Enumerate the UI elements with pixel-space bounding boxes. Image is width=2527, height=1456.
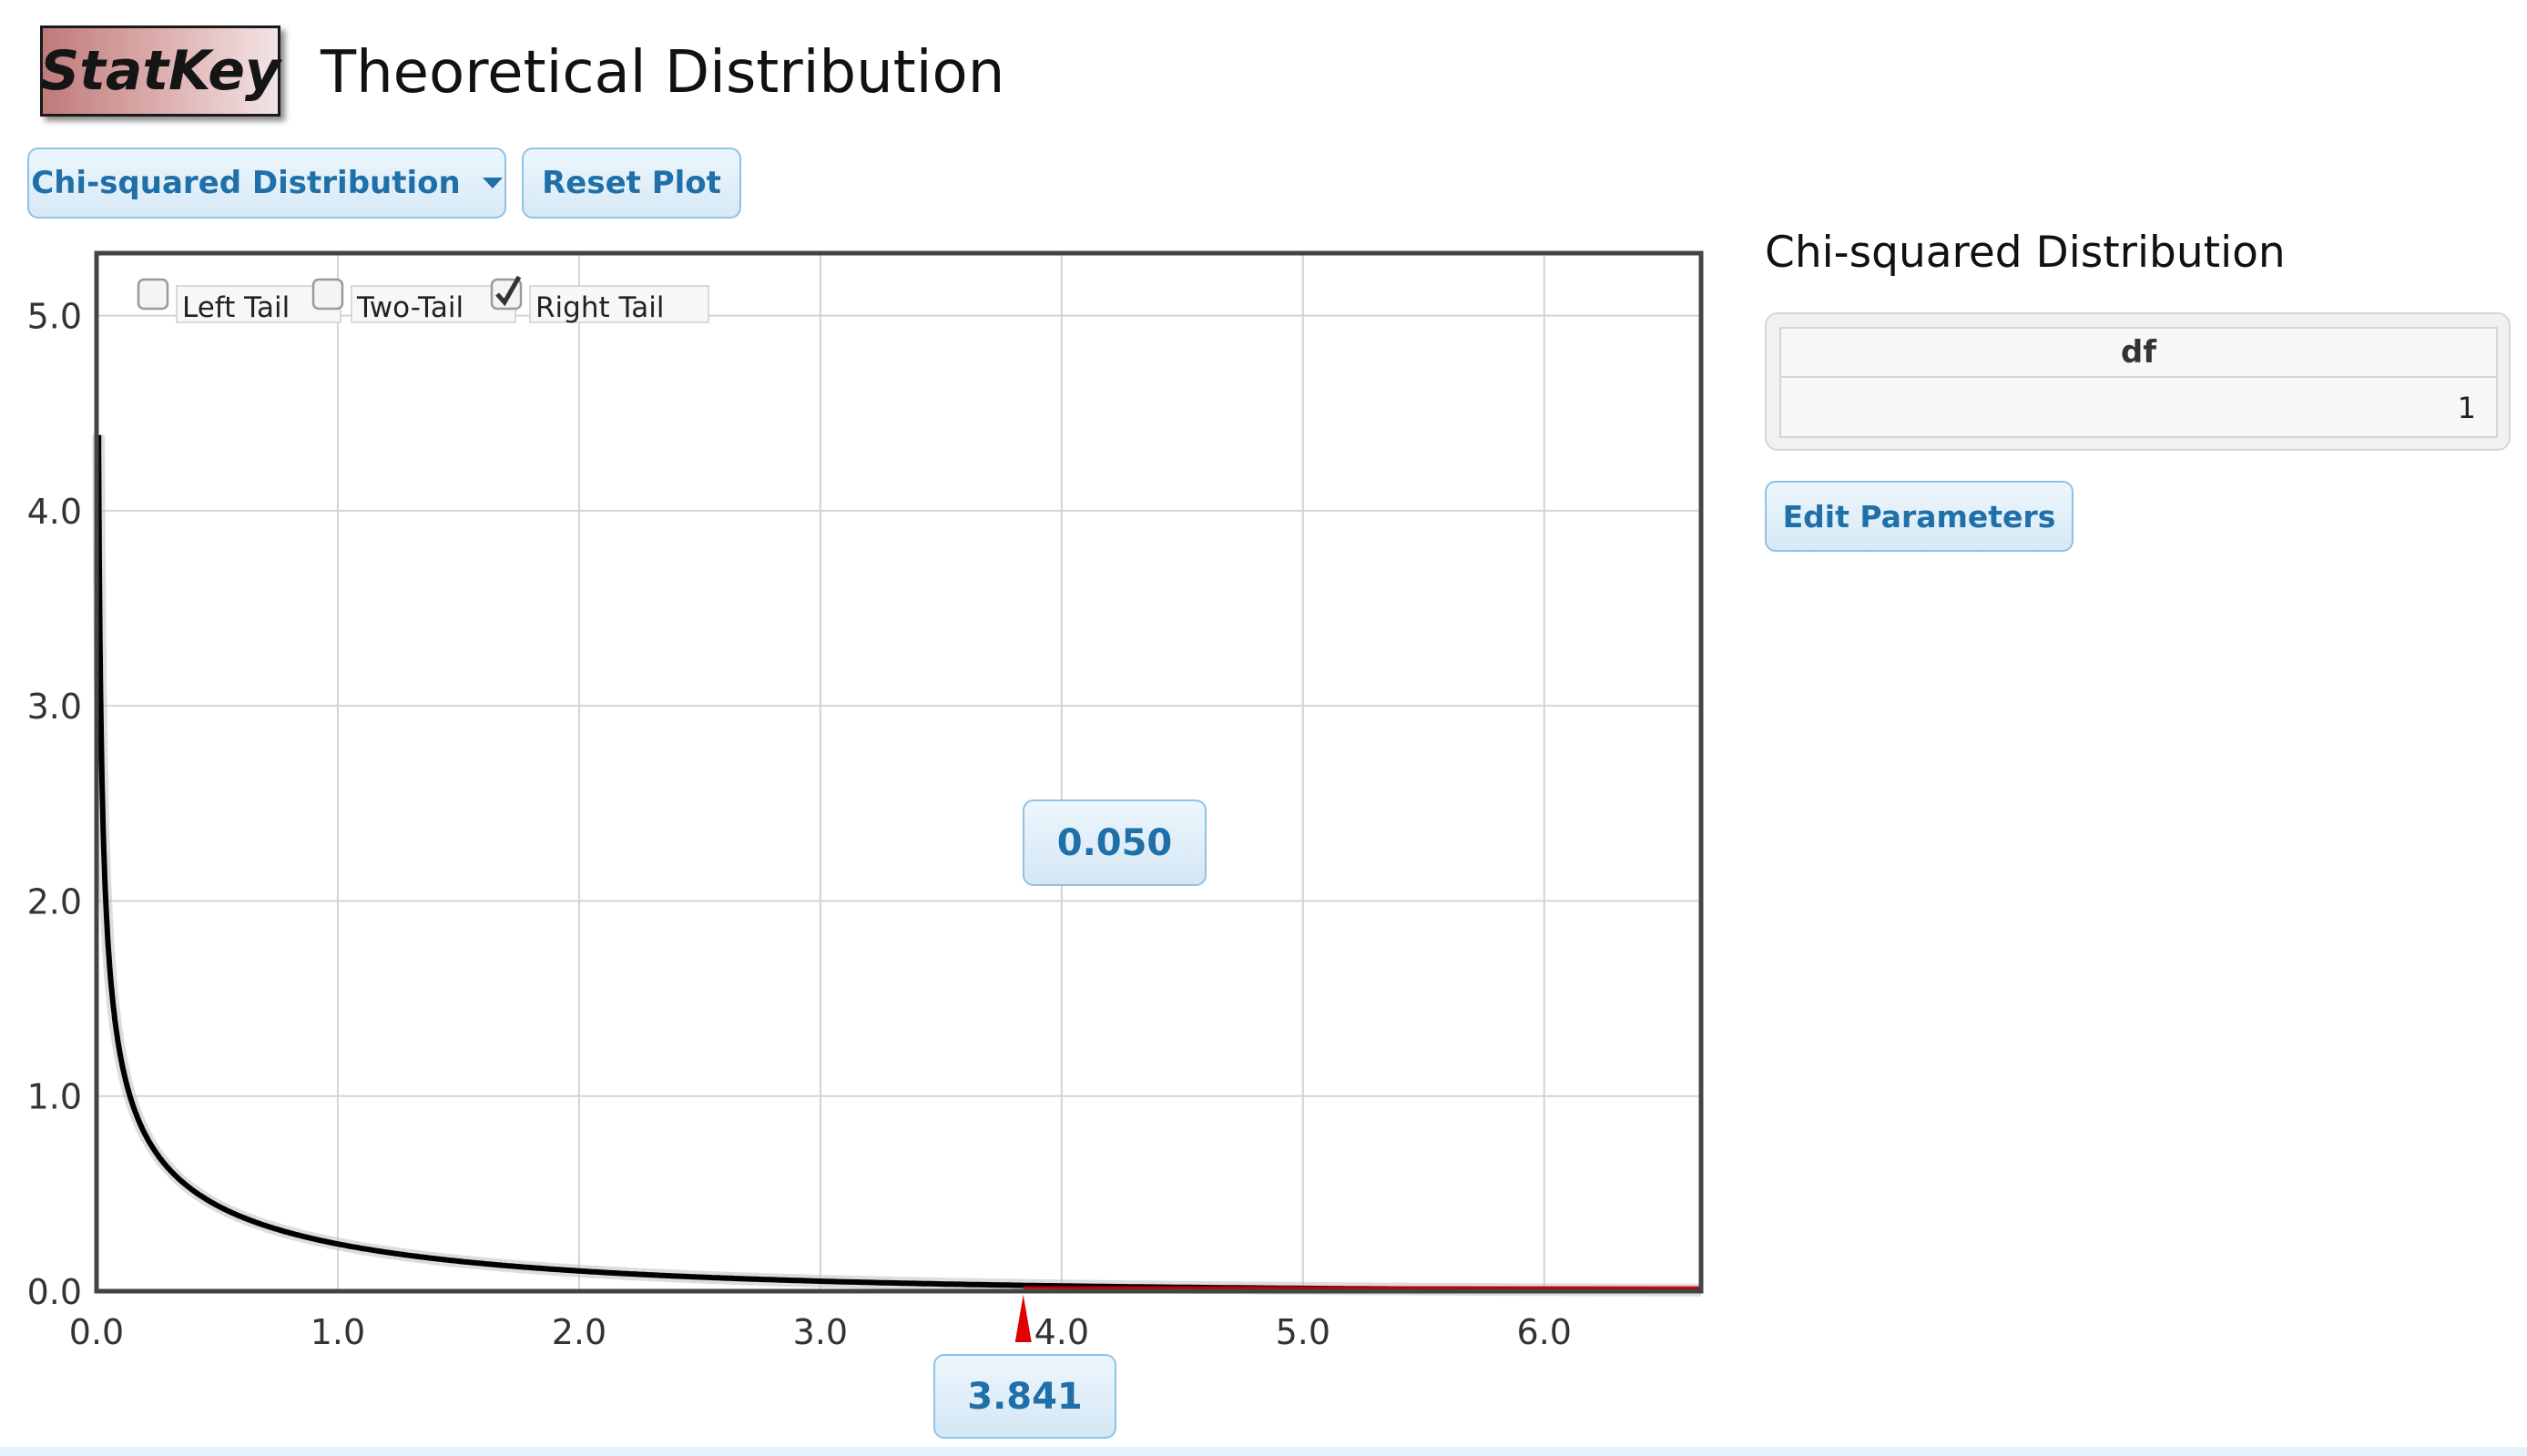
x-tick-label: 4.0: [1034, 1312, 1089, 1352]
density-curve-shadow: [92, 434, 1701, 1297]
checkbox[interactable]: [311, 278, 344, 311]
tail-label: Left Tail: [182, 291, 290, 324]
tail-option-two-tail[interactable]: Two-Tail: [311, 278, 516, 324]
parameters-table: df 1: [1779, 327, 2498, 438]
chart-grid: [97, 253, 1701, 1291]
y-axis-ticks: 0.0 1.0 2.0 3.0 4.0 5.0: [27, 297, 82, 1312]
density-curve-group: [92, 434, 1701, 1297]
reset-plot-button[interactable]: Reset Plot: [522, 148, 741, 219]
y-tick-label: 2.0: [27, 881, 82, 921]
tail-label-box: [351, 285, 516, 323]
tail-options: Left Tail Two-Tail Right Tail: [137, 275, 709, 324]
df-value: 1: [2457, 391, 2476, 425]
caret-down-icon: [482, 178, 503, 188]
y-tick-label: 5.0: [27, 297, 82, 337]
cutoff-marker[interactable]: [1014, 1295, 1032, 1342]
footer-strip: [0, 1447, 2527, 1456]
checkbox[interactable]: [137, 278, 169, 311]
x-tick-label: 5.0: [1276, 1312, 1330, 1352]
y-tick-label: 1.0: [27, 1077, 82, 1117]
page-title: Theoretical Distribution: [321, 39, 1005, 107]
tail-label: Right Tail: [535, 291, 665, 324]
tail-label-box: [529, 285, 709, 323]
statkey-logo: StatKey: [40, 25, 280, 117]
checkmark-icon: [495, 275, 522, 307]
distribution-dropdown-label: Chi-squared Distribution: [31, 165, 461, 201]
x-tick-label: 0.0: [69, 1312, 124, 1352]
parameters-title: Chi-squared Distribution: [1765, 228, 2286, 278]
plot-frame: [94, 250, 1704, 1294]
tail-option-left-tail[interactable]: Left Tail: [137, 278, 341, 324]
tail-area-value[interactable]: 0.050: [1023, 799, 1207, 886]
x-tick-label: 1.0: [311, 1312, 365, 1352]
tail-option-right-tail[interactable]: Right Tail: [490, 275, 709, 324]
distribution-dropdown[interactable]: Chi-squared Distribution: [27, 148, 506, 219]
y-tick-label: 4.0: [27, 492, 82, 532]
x-tick-label: 6.0: [1517, 1312, 1572, 1352]
edit-parameters-button[interactable]: Edit Parameters: [1765, 481, 2074, 552]
density-curve: [96, 434, 1701, 1293]
df-header: df: [1781, 329, 2496, 378]
x-axis-ticks: 0.0 1.0 2.0 3.0 4.0 5.0 6.0: [69, 1312, 1572, 1352]
y-tick-label: 0.0: [27, 1272, 82, 1312]
cutoff-value[interactable]: 3.841: [933, 1354, 1116, 1439]
x-tick-label: 3.0: [793, 1312, 848, 1352]
tail-label: Two-Tail: [356, 291, 464, 324]
parameters-panel: df 1: [1765, 312, 2511, 451]
x-tick-label: 2.0: [552, 1312, 606, 1352]
y-tick-label: 3.0: [27, 687, 82, 727]
